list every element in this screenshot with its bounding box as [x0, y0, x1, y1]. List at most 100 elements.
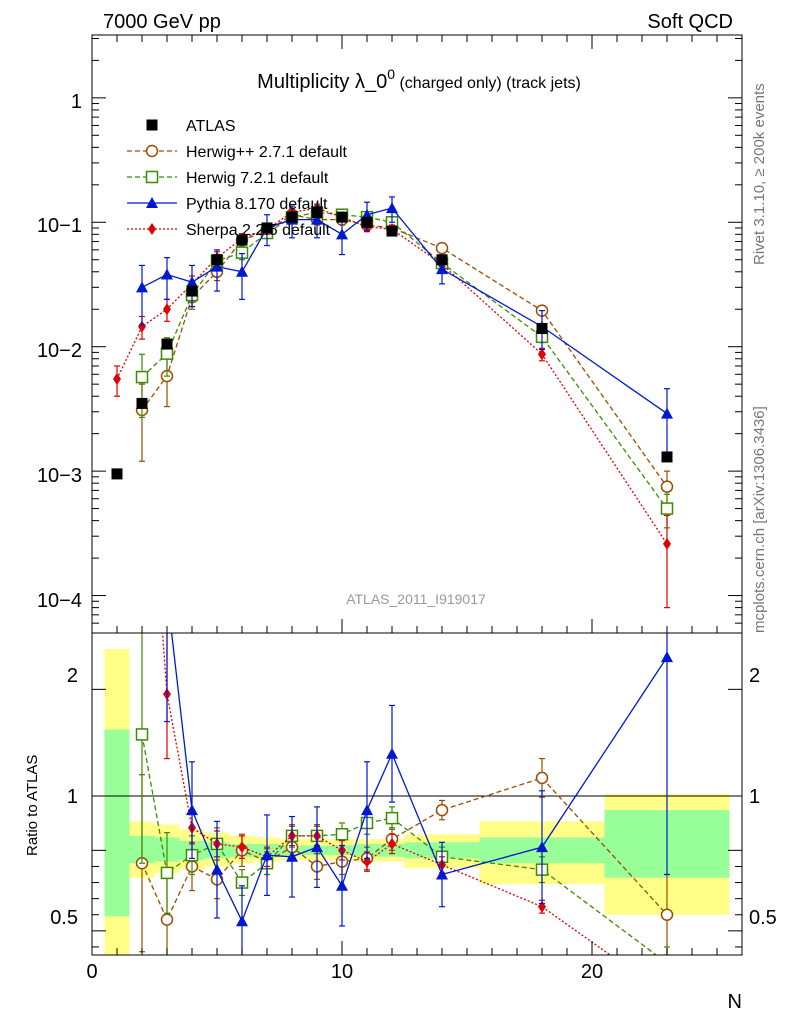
legend-entry-herwig: Herwig++ 2.7.1 default — [127, 144, 348, 161]
ratio-point-pythia — [161, 587, 173, 598]
series-sherpa — [113, 202, 671, 609]
point-pythia — [336, 228, 348, 240]
legend-label-herwig: Herwig++ 2.7.1 default — [186, 144, 348, 161]
ratio-right-tick-label-1: 1 — [749, 786, 760, 808]
mcplots-label: mcplots.cern.ch [arXiv:1306.3436] — [751, 406, 768, 633]
ratio-point-sherpa — [388, 837, 396, 850]
legend-label-herwig-7: Herwig 7.2.1 default — [186, 170, 329, 187]
ratio-tick-label-2: 2 — [67, 665, 78, 687]
point-atlas — [536, 323, 548, 335]
ratio-point-herwig — [160, 913, 174, 926]
ratio-point-pythia — [386, 747, 398, 759]
plot-title-main: Multiplicity λ_0 — [257, 71, 387, 93]
point-atlas — [286, 211, 298, 223]
plot-title-sup: 0 — [387, 66, 395, 82]
legend-label-sherpa: Sherpa 2.2.5 default — [186, 222, 331, 239]
ratio-point-herwig-7 — [385, 811, 399, 825]
ratio-y-tick-labels: 0.5 1 2 0.5 1 2 — [50, 665, 777, 929]
ratio-point-pythia — [536, 841, 548, 853]
point-sherpa — [163, 303, 171, 316]
analysis-tag: ATLAS_2011_I919017 — [346, 591, 486, 607]
point-sherpa — [663, 537, 671, 550]
y-tick-label-1e-1: 10−1 — [37, 215, 82, 237]
point-pythia — [161, 268, 173, 280]
ratio-point-herwig — [535, 771, 549, 785]
y-tick-label-1e-2: 10−2 — [37, 340, 82, 362]
point-atlas — [436, 254, 448, 266]
y-tick-label-1: 1 — [71, 91, 82, 113]
legend-marker-herwig-7 — [145, 170, 159, 184]
ratio-bands — [104, 649, 730, 955]
ratio-point-pythia — [186, 804, 198, 816]
point-sherpa — [538, 348, 546, 361]
ratio-point-herwig-7 — [335, 828, 349, 841]
legend-entry-sherpa: Sherpa 2.2.5 default — [127, 222, 331, 239]
ratio-point-pythia — [311, 841, 323, 853]
point-atlas — [336, 211, 348, 223]
point-pythia — [186, 276, 198, 288]
ratio-y-axis-label: Ratio to ATLAS — [24, 755, 41, 856]
point-atlas — [361, 216, 373, 228]
x-tick-label-20: 20 — [581, 961, 603, 983]
x-tick-label-0: 0 — [86, 961, 97, 983]
point-pythia — [311, 213, 323, 225]
ratio-plot-series — [135, 587, 674, 1001]
point-herwig-7 — [660, 502, 674, 515]
ratio-series-herwig-7 — [135, 633, 673, 969]
x-tick-labels: 0 10 20 — [86, 961, 603, 983]
series-line-pythia — [141, 207, 668, 415]
ratio-point-pythia — [361, 804, 373, 816]
legend-entry-pythia: Pythia 8.170 default — [127, 196, 328, 213]
legend-marker-atlas — [146, 119, 158, 131]
main-y-tick-labels: 10−4 10−3 10−2 10−1 1 — [37, 91, 82, 612]
point-sherpa — [138, 320, 146, 333]
legend-marker-pythia — [146, 197, 158, 208]
point-pythia — [661, 407, 673, 419]
header-right: Soft QCD — [647, 11, 733, 33]
main-plot-series — [111, 196, 674, 609]
series-atlas — [111, 206, 673, 480]
ratio-point-herwig-7 — [662, 958, 673, 969]
point-sherpa — [113, 373, 121, 386]
series-line-sherpa — [116, 207, 668, 545]
rivet-label: Rivet 3.1.10, ≥ 200k events — [751, 83, 768, 265]
legend-marker-sherpa — [148, 223, 156, 235]
point-pythia — [211, 260, 223, 272]
ratio-point-herwig-7 — [160, 866, 174, 880]
point-atlas — [661, 451, 673, 463]
legend: ATLAS Herwig++ 2.7.1 default Herwig 7.2.1 … — [127, 118, 348, 239]
legend-label-pythia: Pythia 8.170 default — [186, 196, 328, 213]
point-herwig — [435, 241, 449, 255]
point-atlas — [311, 206, 323, 218]
ratio-point-sherpa — [238, 841, 246, 854]
header-left: 7000 GeV pp — [103, 11, 221, 33]
ratio-point-pythia — [286, 850, 298, 862]
ratio-tick-label-0.5: 0.5 — [50, 907, 78, 929]
ratio-point-pythia — [661, 651, 673, 663]
ratio-tick-label-1: 1 — [67, 786, 78, 808]
point-pythia — [386, 202, 398, 214]
legend-entry-atlas: ATLAS — [146, 118, 236, 135]
ratio-point-pythia — [436, 868, 448, 880]
point-atlas — [111, 468, 123, 480]
ratio-point-pythia — [336, 879, 348, 891]
point-atlas — [186, 285, 198, 297]
legend-label-atlas: ATLAS — [186, 118, 236, 135]
ratio-point-pythia — [211, 863, 223, 875]
point-atlas — [161, 338, 173, 350]
ratio-band-green — [104, 729, 130, 917]
y-tick-label-1e-3: 10−3 — [37, 465, 82, 487]
ratio-point-herwig — [435, 803, 449, 817]
ratio-point-sherpa — [663, 989, 671, 1001]
point-herwig-7 — [135, 370, 149, 384]
ratio-point-herwig-7 — [135, 728, 149, 741]
ratio-right-tick-label-0.5: 0.5 — [749, 907, 777, 929]
point-pythia — [436, 263, 448, 275]
point-herwig-7 — [160, 347, 174, 360]
x-tick-label-10: 10 — [331, 961, 353, 983]
legend-entry-herwig-7: Herwig 7.2.1 default — [127, 170, 329, 187]
ratio-point-pythia — [236, 915, 248, 927]
point-atlas — [236, 234, 248, 246]
point-atlas — [386, 225, 398, 237]
ratio-point-herwig — [660, 908, 674, 921]
